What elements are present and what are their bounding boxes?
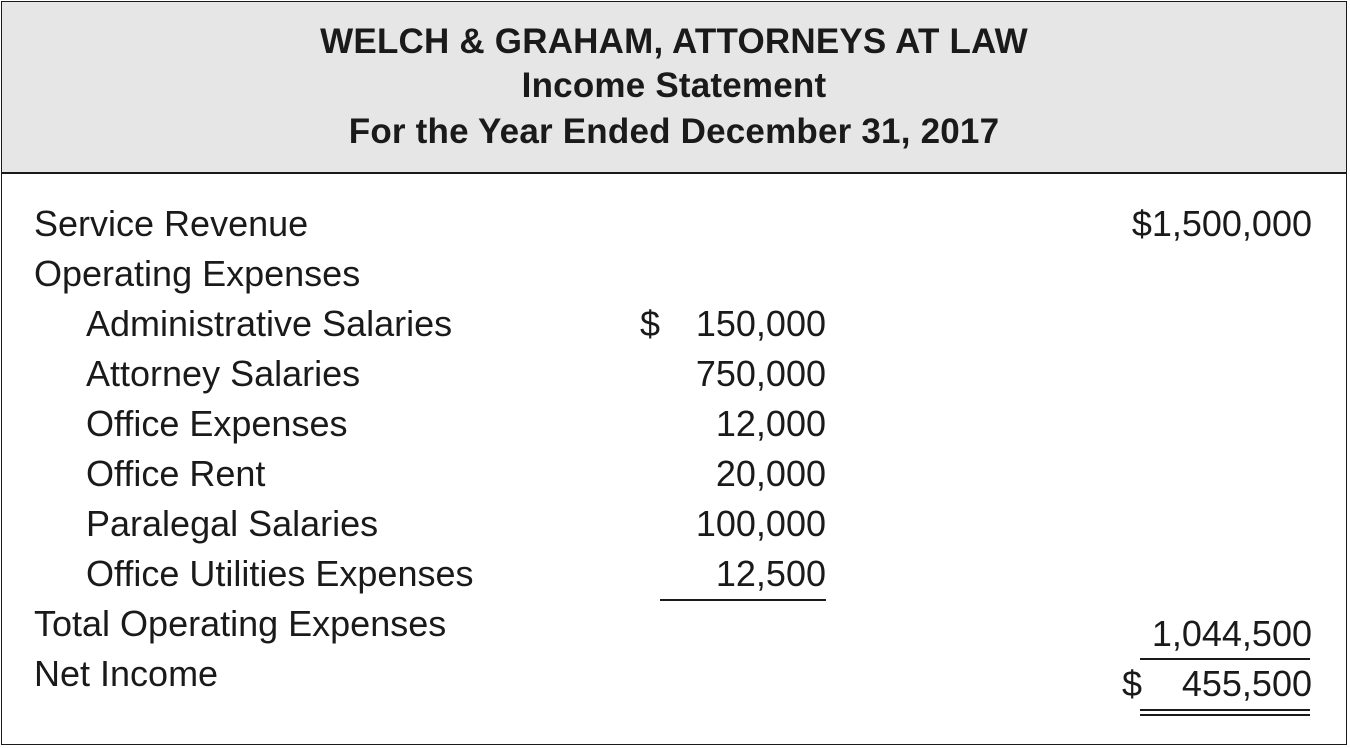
net-income-double-rule-bottom: [1140, 714, 1310, 716]
total-rule: [1140, 658, 1310, 660]
expense-item-label: Office Utilities Expenses: [86, 553, 474, 594]
expense-item-amount: 750,000: [695, 353, 826, 394]
total-operating-expenses-amount: 1,044,500: [1151, 613, 1312, 654]
expense-item-amount: 12,000: [715, 403, 826, 444]
net-income-amount: 455,500: [1181, 663, 1312, 704]
net-income-label: Net Income: [34, 653, 219, 694]
expense-item-label: Administrative Salaries: [86, 303, 453, 344]
expense-item-amount: 150,000: [695, 303, 826, 344]
expense-item-label: Attorney Salaries: [86, 353, 361, 394]
service-revenue-label: Service Revenue: [34, 203, 309, 244]
statement-period: For the Year Ended December 31, 2017: [348, 112, 1000, 151]
net-income-currency-symbol: $: [1122, 663, 1143, 704]
operating-expenses-label: Operating Expenses: [34, 253, 361, 294]
statement-title: Income Statement: [521, 66, 827, 105]
total-operating-expenses-label: Total Operating Expenses: [34, 603, 447, 644]
net-income-double-rule-top: [1140, 709, 1310, 711]
expense-item-amount: 12,500: [715, 553, 826, 594]
expense-item-label: Office Rent: [86, 453, 266, 494]
expense-subtotal-rule: [660, 599, 826, 601]
company-name: WELCH & GRAHAM, ATTORNEYS AT LAW: [320, 22, 1028, 61]
service-revenue-amount: $1,500,000: [1131, 203, 1312, 244]
statement-header: WELCH & GRAHAM, ATTORNEYS AT LAW Income …: [2, 2, 1346, 174]
expense-item-label: Paralegal Salaries: [86, 503, 379, 544]
expense-item-amount: 100,000: [695, 503, 826, 544]
expense-item-amount: 20,000: [715, 453, 826, 494]
expense-currency-symbol: $: [640, 303, 661, 344]
expense-item-label: Office Expenses: [86, 403, 348, 444]
